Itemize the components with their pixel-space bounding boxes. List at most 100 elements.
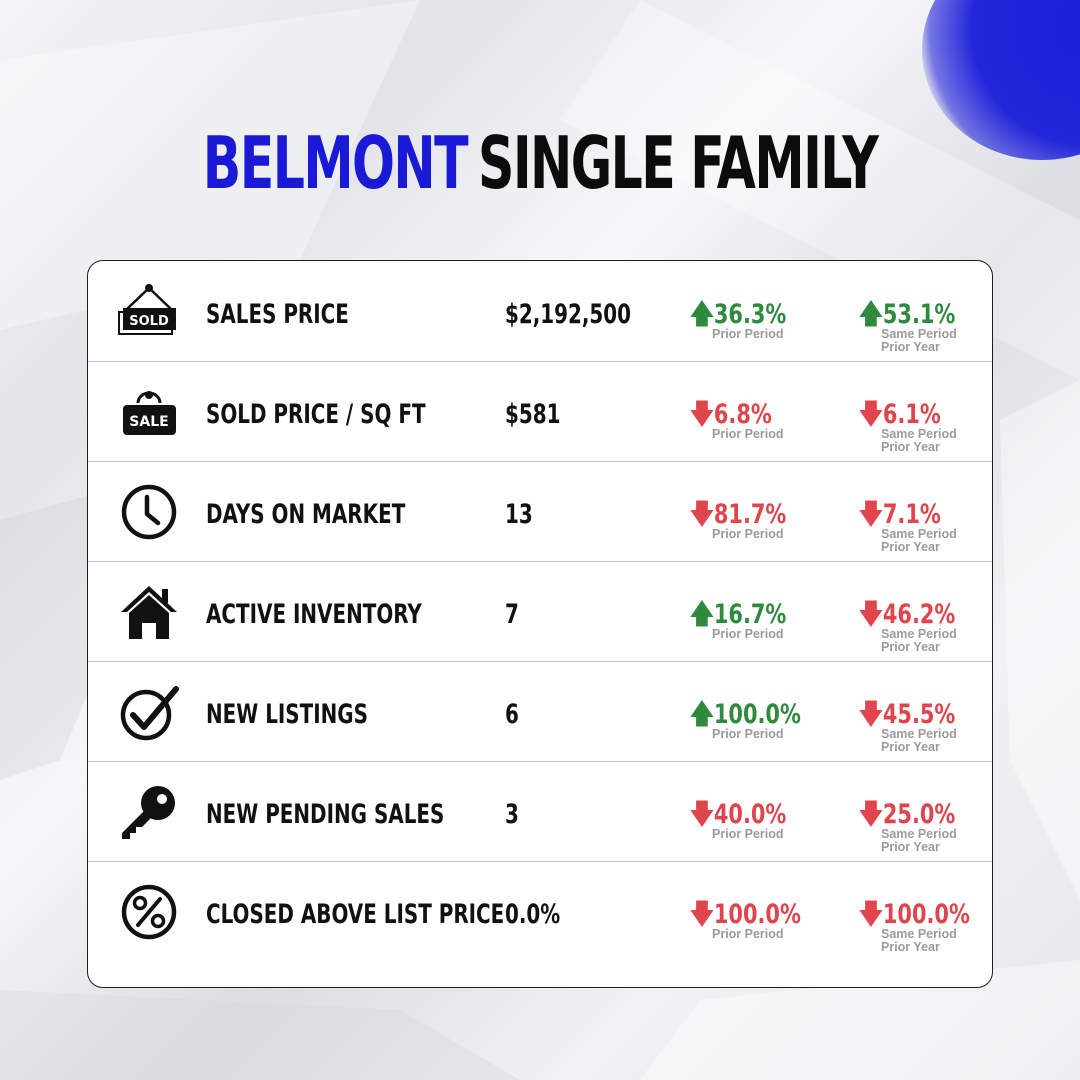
stat-value: $581 [505, 399, 561, 430]
prior-period-pct: 🡅36.3% [690, 301, 786, 329]
clock-icon [118, 483, 180, 541]
prior-period-change: 🡅36.3% Prior Period [690, 301, 802, 341]
stat-label: NEW LISTINGS [206, 699, 368, 730]
prior-period-caption: Prior Period [712, 527, 784, 541]
prior-year-caption: Same Period Prior Year [881, 727, 957, 754]
prior-year-change: 🡅53.1% Same Period Prior Year [859, 301, 971, 354]
arrow-down-icon: 🡇 [859, 499, 883, 530]
svg-text:SOLD: SOLD [129, 314, 169, 329]
stat-row: NEW PENDING SALES 3 🡇40.0% Prior Period 🡇25.… [88, 761, 992, 862]
prior-period-pct-value: 100.0% [713, 699, 801, 730]
prior-period-pct-value: 36.3% [713, 299, 787, 330]
title-city: BELMONT [202, 121, 469, 205]
prior-period-pct-value: 16.7% [713, 599, 787, 630]
prior-period-pct: 🡅16.7% [690, 601, 786, 629]
prior-period-change: 🡇6.8% Prior Period [690, 401, 785, 441]
prior-period-caption: Prior Period [712, 427, 784, 441]
prior-year-change: 🡇25.0% Same Period Prior Year [859, 801, 971, 854]
prior-period-caption: Prior Period [712, 327, 784, 341]
stat-value: 6 [505, 699, 519, 730]
prior-year-change: 🡇100.0% Same Period Prior Year [859, 901, 988, 954]
stat-label: ACTIVE INVENTORY [206, 599, 422, 630]
stat-row: CLOSED ABOVE LIST PRICE 0.0% 🡇100.0% Prior … [88, 861, 992, 961]
stat-label: SOLD PRICE / SQ FT [206, 399, 426, 430]
prior-year-pct-value: 25.0% [882, 799, 956, 830]
prior-year-pct: 🡇46.2% [859, 601, 955, 629]
svg-text:SALE: SALE [129, 414, 168, 430]
arrow-down-icon: 🡇 [859, 699, 883, 730]
prior-period-pct-value: 40.0% [713, 799, 787, 830]
stat-label: CLOSED ABOVE LIST PRICE [206, 899, 505, 930]
stat-row: DAYS ON MARKET 13 🡇81.7% Prior Period 🡇7.1% S… [88, 461, 992, 562]
prior-year-pct: 🡇7.1% [859, 501, 943, 529]
prior-period-pct: 🡇6.8% [690, 401, 772, 429]
prior-year-pct-value: 46.2% [882, 599, 956, 630]
prior-period-pct: 🡇40.0% [690, 801, 786, 829]
page-title: BELMONT SINGLE FAMILY [119, 118, 961, 208]
prior-year-change: 🡇7.1% Same Period Prior Year [859, 501, 957, 554]
arrow-down-icon: 🡇 [859, 899, 883, 930]
title-segment: SINGLE FAMILY [477, 121, 879, 205]
house-icon [118, 583, 180, 641]
prior-year-pct: 🡇45.5% [859, 701, 955, 729]
prior-period-pct-value: 6.8% [713, 399, 772, 430]
prior-period-change: 🡇100.0% Prior Period [690, 901, 819, 941]
prior-year-pct: 🡇100.0% [859, 901, 970, 929]
prior-period-change: 🡇81.7% Prior Period [690, 501, 802, 541]
prior-year-pct-value: 100.0% [882, 899, 970, 930]
prior-period-pct: 🡅100.0% [690, 701, 801, 729]
prior-period-caption: Prior Period [712, 727, 784, 741]
arrow-down-icon: 🡇 [690, 399, 714, 430]
stat-row: ACTIVE INVENTORY 7 🡅16.7% Prior Period 🡇46.2… [88, 561, 992, 662]
prior-period-pct: 🡇81.7% [690, 501, 786, 529]
prior-year-caption: Same Period Prior Year [881, 527, 957, 554]
stat-label: SALES PRICE [206, 299, 349, 330]
prior-period-pct: 🡇100.0% [690, 901, 801, 929]
prior-year-caption: Same Period Prior Year [881, 427, 957, 454]
sale-sign-icon: SALE [118, 383, 180, 441]
arrow-down-icon: 🡇 [690, 499, 714, 530]
stats-card: SOLD SALES PRICE $2,192,500 🡅36.3% Prior Per… [87, 260, 993, 988]
percent-circle-icon [118, 883, 180, 941]
prior-year-pct: 🡇6.1% [859, 401, 943, 429]
stat-row: SOLD SALES PRICE $2,192,500 🡅36.3% Prior Per… [88, 261, 992, 362]
stat-value: $2,192,500 [505, 299, 632, 330]
prior-period-pct-value: 81.7% [713, 499, 787, 530]
prior-year-caption: Same Period Prior Year [881, 927, 957, 954]
prior-year-change: 🡇45.5% Same Period Prior Year [859, 701, 971, 754]
prior-period-change: 🡅100.0% Prior Period [690, 701, 819, 741]
arrow-down-icon: 🡇 [690, 799, 714, 830]
prior-period-caption: Prior Period [712, 627, 784, 641]
prior-period-pct-value: 100.0% [713, 899, 801, 930]
stat-row: NEW LISTINGS 6 🡅100.0% Prior Period 🡇45.5% Sa… [88, 661, 992, 762]
prior-year-caption: Same Period Prior Year [881, 327, 957, 354]
prior-period-caption: Prior Period [712, 827, 784, 841]
stat-value: 3 [505, 799, 519, 830]
arrow-up-icon: 🡅 [859, 299, 883, 330]
prior-period-caption: Prior Period [712, 927, 784, 941]
sold-sign-icon: SOLD [118, 283, 180, 341]
stat-value: 13 [505, 499, 533, 530]
stat-row: SALE SOLD PRICE / SQ FT $581 🡇6.8% Prior Per… [88, 361, 992, 462]
stat-label: NEW PENDING SALES [206, 799, 445, 830]
prior-year-caption: Same Period Prior Year [881, 827, 957, 854]
arrow-up-icon: 🡅 [690, 699, 714, 730]
prior-period-change: 🡇40.0% Prior Period [690, 801, 802, 841]
stat-value: 0.0% [505, 899, 561, 930]
arrow-down-icon: 🡇 [859, 599, 883, 630]
prior-year-pct-value: 6.1% [882, 399, 941, 430]
prior-year-pct-value: 53.1% [882, 299, 956, 330]
prior-year-change: 🡇6.1% Same Period Prior Year [859, 401, 957, 454]
arrow-down-icon: 🡇 [690, 899, 714, 930]
arrow-down-icon: 🡇 [859, 799, 883, 830]
prior-period-change: 🡅16.7% Prior Period [690, 601, 802, 641]
prior-year-pct-value: 7.1% [882, 499, 941, 530]
prior-year-pct: 🡅53.1% [859, 301, 955, 329]
arrow-up-icon: 🡅 [690, 299, 714, 330]
arrow-down-icon: 🡇 [859, 399, 883, 430]
prior-year-change: 🡇46.2% Same Period Prior Year [859, 601, 971, 654]
blue-corner-splash [922, 0, 1080, 160]
prior-year-pct-value: 45.5% [882, 699, 956, 730]
key-icon [118, 783, 180, 841]
stat-label: DAYS ON MARKET [206, 499, 406, 530]
